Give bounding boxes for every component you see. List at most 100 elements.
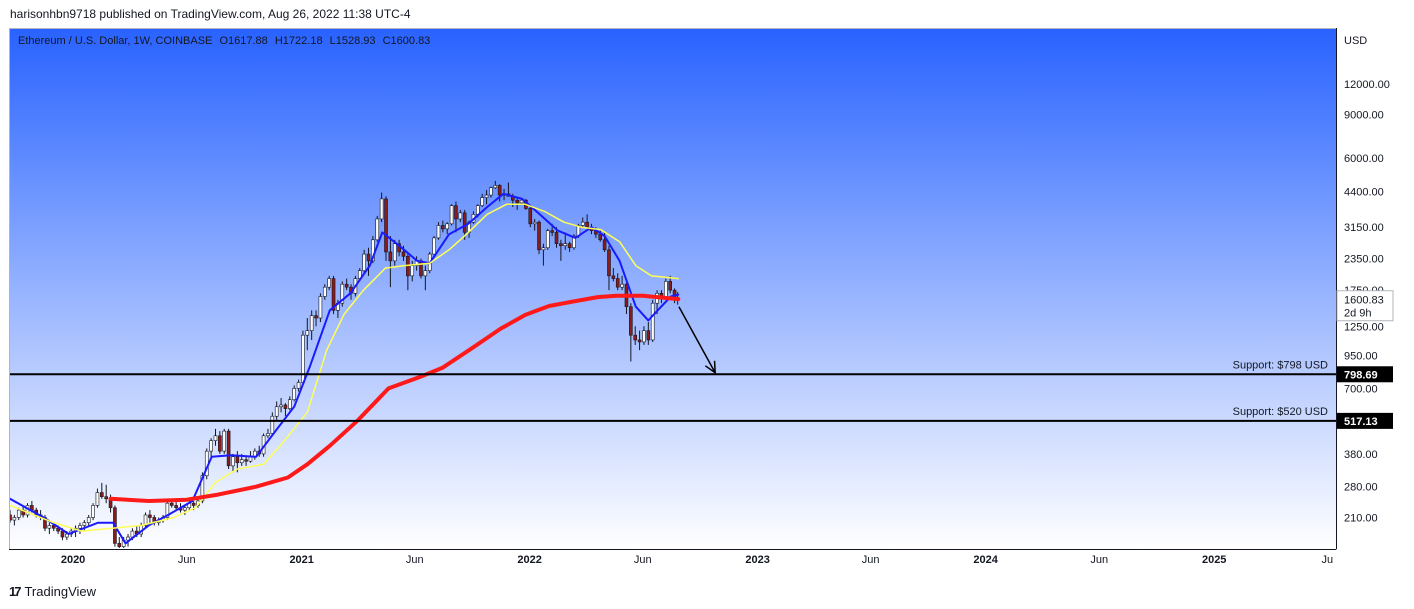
- candle-body: [664, 281, 668, 297]
- candle-body: [183, 507, 187, 511]
- price-tick-label: 2350.00: [1344, 254, 1384, 266]
- time-tick-label: Jun: [178, 554, 196, 566]
- candle-body: [270, 415, 275, 434]
- candle-body: [629, 306, 633, 336]
- candle-body: [165, 502, 170, 518]
- candle-body: [314, 315, 318, 319]
- candle-body: [239, 459, 244, 464]
- candle-body: [12, 517, 17, 521]
- candle-body: [366, 253, 371, 262]
- price-tick-label: 280.00: [1344, 482, 1378, 494]
- candle-body: [331, 278, 336, 311]
- candle-body: [550, 230, 554, 233]
- candle-body: [375, 218, 380, 241]
- candle-body: [445, 223, 450, 230]
- price-tick-label: 4400.00: [1344, 186, 1384, 198]
- candle-body: [143, 514, 148, 526]
- price-tick-label: 12000.00: [1344, 79, 1390, 91]
- candle-body: [95, 492, 100, 506]
- candle-body: [222, 430, 227, 452]
- candle-body: [388, 251, 393, 262]
- candle-body: [60, 530, 65, 538]
- candle-body: [497, 185, 502, 196]
- candle-body: [432, 237, 436, 255]
- candle-body: [637, 339, 642, 343]
- candle-body: [554, 232, 559, 244]
- time-tick-label: 2022: [517, 554, 541, 566]
- candle-body: [545, 230, 550, 249]
- candle-body: [563, 243, 568, 246]
- candle-body: [91, 505, 95, 518]
- candle-body: [515, 199, 519, 204]
- symbol-name: Ethereum / U.S. Dollar, 1W, COINBASE: [18, 35, 213, 47]
- tradingview-logo-icon: 17: [9, 584, 22, 599]
- time-tick-label: Ju: [1321, 554, 1333, 566]
- time-tick-label: Jun: [634, 554, 652, 566]
- candle-body: [231, 456, 235, 467]
- candle-body: [401, 251, 406, 257]
- support-tag-2: 517.13: [1344, 416, 1378, 428]
- candle-body: [519, 199, 524, 204]
- candle-body: [633, 334, 638, 341]
- candle-body: [56, 527, 60, 532]
- candle-body: [117, 543, 122, 547]
- price-tick-label: 6000.00: [1344, 153, 1384, 165]
- legend-open: O1617.88: [219, 35, 268, 47]
- candle-body: [266, 433, 270, 437]
- candle-body: [462, 212, 467, 233]
- candle-body: [10, 514, 12, 521]
- candle-body: [528, 208, 533, 225]
- tradingview-brand[interactable]: 17 TradingView: [9, 584, 96, 599]
- candle-body: [305, 330, 310, 336]
- ma-fast-line: [10, 192, 680, 545]
- candle-body: [458, 212, 463, 220]
- candle-body: [309, 315, 314, 331]
- price-tick-label: 380.00: [1344, 449, 1378, 461]
- projection-arrow: [678, 306, 716, 375]
- candle-body: [410, 265, 415, 277]
- candle-body: [559, 243, 563, 246]
- candle-body: [449, 205, 454, 225]
- candle-body: [344, 283, 349, 288]
- candle-body: [489, 187, 493, 196]
- publish-header: harisonhbn9718 published on TradingView.…: [10, 7, 411, 21]
- last-price-bg: [1336, 290, 1394, 322]
- candle-body: [327, 278, 331, 288]
- price-tick-label: 210.00: [1344, 512, 1378, 524]
- candle-body: [454, 205, 458, 220]
- candle-body: [384, 198, 388, 253]
- legend-low: L1528.93: [329, 35, 376, 47]
- ma-slow-line: [108, 293, 681, 503]
- candle-body: [209, 440, 213, 452]
- time-tick-label: Jun: [1090, 554, 1108, 566]
- support-tag-1: 798.69: [1344, 369, 1378, 381]
- candle-body: [288, 399, 292, 409]
- candle-body: [598, 233, 603, 241]
- candle-body: [274, 406, 279, 417]
- support-lines: Support: $798 USD 798.69 Support: $520 USD…: [10, 359, 1393, 429]
- candle-body: [419, 260, 423, 277]
- last-price-countdown: 2d 9h: [1344, 308, 1372, 320]
- last-price-value: 1600.83: [1344, 295, 1384, 307]
- candle-body: [226, 430, 231, 467]
- candle-body: [371, 239, 375, 262]
- candle-body: [104, 496, 108, 500]
- candle-body: [318, 296, 323, 319]
- symbol-legend: Ethereum / U.S. Dollar, 1W, COINBASE O16…: [18, 35, 434, 47]
- candle-body: [615, 278, 620, 288]
- time-tick-label: 2023: [745, 554, 769, 566]
- time-tick-label: Jun: [406, 554, 424, 566]
- time-tick-label: Jun: [862, 554, 880, 566]
- candle-body: [65, 533, 69, 538]
- candle-body: [476, 205, 480, 215]
- candle-body: [441, 225, 445, 230]
- time-axis[interactable]: [9, 549, 1336, 572]
- candle-body: [174, 505, 178, 509]
- price-axis[interactable]: [1336, 28, 1414, 549]
- brand-name: TradingView: [24, 584, 97, 599]
- time-tick-label: 2025: [1202, 554, 1226, 566]
- price-tick-label: 700.00: [1344, 383, 1378, 395]
- candle-body: [379, 198, 384, 220]
- price-axis-labels: USD 210.00 280.00 380.00 700.00 950.00 1250.00…: [1344, 35, 1390, 524]
- candle-body: [169, 502, 174, 506]
